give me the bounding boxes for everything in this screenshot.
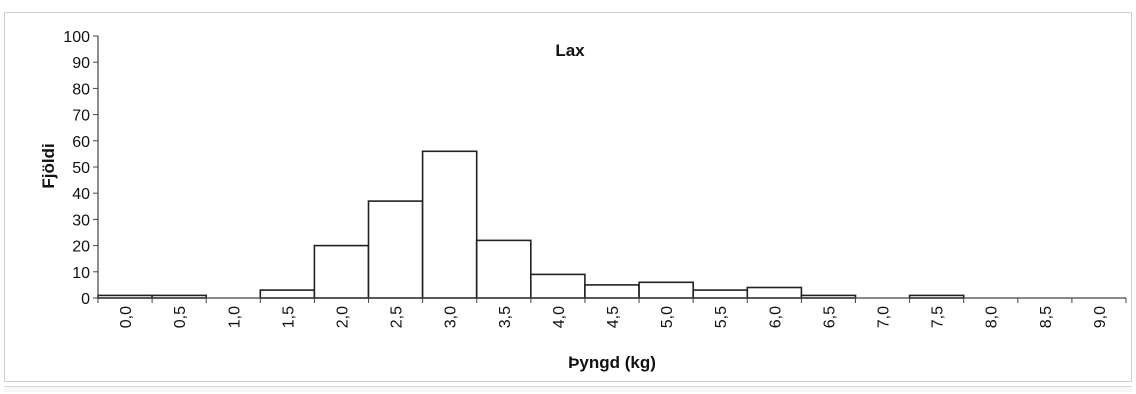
bar-4 (313, 244, 370, 299)
bar-7 (475, 239, 532, 299)
bar-11 (692, 289, 749, 299)
y-tick-label-4: 40 (72, 186, 90, 203)
bar-12 (746, 286, 803, 299)
y-tick-label-10: 100 (63, 29, 90, 46)
y-tick-label-9: 90 (72, 55, 90, 72)
x-tick-label-12: 6,0 (767, 306, 784, 328)
x-axis-label: Þyngd (kg) (568, 353, 656, 372)
x-tick-label-11: 5,5 (713, 306, 730, 328)
x-tick-label-4: 2,0 (335, 306, 352, 328)
y-tick-label-2: 20 (72, 239, 90, 256)
axes-group (93, 35, 1127, 303)
x-tick-label-0: 0,0 (118, 306, 135, 328)
bar-3 (259, 289, 316, 299)
x-tick-label-18: 9,0 (1092, 306, 1109, 328)
x-tick-labels: 0,0 0,5 1,0 1,5 2,0 2,5 3,0 3,5 4,0 4,5 5,0 5,5 6,0 6… (118, 306, 1109, 328)
chart-bottom-edge (4, 386, 1132, 392)
chart-title: Lax (555, 41, 585, 60)
x-tick-label-1: 0,5 (172, 306, 189, 328)
y-tick-label-7: 70 (72, 108, 90, 125)
y-tick-label-0: 0 (81, 291, 90, 308)
x-tick-label-10: 5,0 (659, 306, 676, 328)
x-tick-label-13: 6,5 (821, 306, 838, 328)
x-tick-label-6: 3,0 (443, 306, 460, 328)
x-tick-label-3: 1,5 (280, 306, 297, 328)
y-tick-label-6: 60 (72, 134, 90, 151)
y-tick-label-5: 50 (72, 160, 90, 177)
x-tick-label-16: 8,0 (984, 306, 1001, 328)
y-tick-labels: 0 10 20 30 40 50 60 70 80 90 100 (63, 29, 90, 308)
x-tick-label-9: 4,5 (605, 306, 622, 328)
bar-9 (584, 284, 640, 299)
x-tick-label-7: 3,5 (497, 306, 514, 328)
y-tick-label-1: 10 (72, 265, 90, 282)
chart-frame (4, 12, 1132, 382)
x-tick-label-17: 8,5 (1038, 306, 1055, 328)
y-axis-label: Fjöldi (39, 143, 58, 188)
bar-5 (367, 200, 424, 299)
x-tick-label-14: 7,0 (876, 306, 893, 328)
y-tick-label-3: 30 (72, 212, 90, 229)
bar-10 (638, 281, 694, 299)
x-tick-label-5: 2,5 (389, 306, 406, 328)
x-tick-label-15: 7,5 (930, 306, 947, 328)
y-tick-label-8: 80 (72, 81, 90, 98)
x-tick-label-8: 4,0 (551, 306, 568, 328)
bars-group (97, 150, 965, 299)
bar-8 (529, 273, 586, 299)
bar-6 (421, 150, 478, 299)
x-tick-label-2: 1,0 (226, 306, 243, 328)
